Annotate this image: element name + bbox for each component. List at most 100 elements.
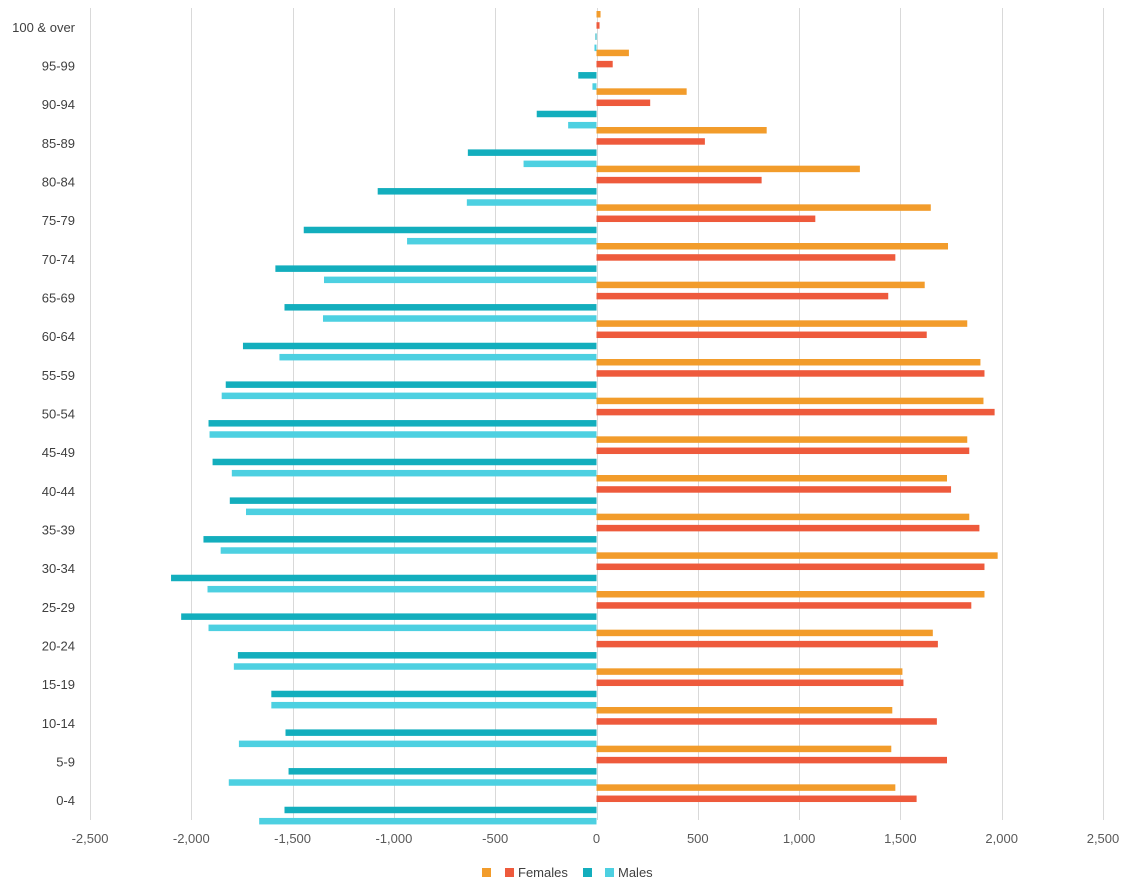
bar-series3-55-59 <box>221 392 597 400</box>
category-label: 95-99 <box>42 59 75 74</box>
bar-series1-0-4 <box>596 795 917 803</box>
category-label: 75-79 <box>42 213 75 228</box>
bar-series3-85-89 <box>523 160 597 168</box>
bar-series2-35-39 <box>203 536 597 543</box>
bar-series3-60-64 <box>279 353 597 361</box>
bar-series1-55-59 <box>596 370 985 377</box>
category-label: 55-59 <box>42 368 75 383</box>
bar-series3-30-34 <box>207 585 597 593</box>
bar-series0-85-89 <box>596 127 767 134</box>
bar-series1-75-79 <box>596 215 816 223</box>
category-label: 20-24 <box>42 639 75 654</box>
x-tick-label: -2,500 <box>72 831 109 846</box>
bar-series3-5-9 <box>228 779 597 786</box>
bar-series3-40-44 <box>246 508 597 516</box>
x-tick-label: 2,500 <box>1087 831 1120 846</box>
bar-series0-50-54 <box>596 397 984 405</box>
bar-series1-70-74 <box>596 254 896 261</box>
bar-series3-70-74 <box>324 276 597 284</box>
bar-series0-45-49 <box>596 436 968 443</box>
bar-series0-80-84 <box>596 165 860 173</box>
category-labels: 0-4 5-9 10-14 15-19 20-24 25-29 30-34 35-39 40-4… <box>12 20 76 808</box>
bar-series1-65-69 <box>596 292 889 300</box>
bar-series1-10-14 <box>596 718 937 725</box>
x-tick-label: 1,000 <box>783 831 816 846</box>
bar-series0-25-29 <box>596 591 985 598</box>
bar-series3-0-4 <box>259 817 597 825</box>
bars <box>171 11 998 825</box>
category-label: 5-9 <box>56 755 75 770</box>
bar-series2-40-44 <box>229 497 597 504</box>
bar-series0-65-69 <box>596 281 925 289</box>
bar-series0-5-9 <box>596 745 892 753</box>
bar-series0-75-79 <box>596 204 931 211</box>
bar-series1-45-49 <box>596 447 970 455</box>
category-label: 10-14 <box>42 716 75 731</box>
bar-series3-95-99 <box>592 83 597 90</box>
bar-series2-60-64 <box>242 342 597 350</box>
bar-series1-95-99 <box>596 60 613 68</box>
category-label: 85-89 <box>42 136 75 151</box>
category-label: 45-49 <box>42 445 75 460</box>
bar-series1-60-64 <box>596 331 927 339</box>
bar-series2-65-69 <box>284 304 597 311</box>
bar-series1-40-44 <box>596 486 952 493</box>
category-label: 50-54 <box>42 407 75 422</box>
legend-swatch-2 <box>583 868 592 877</box>
bar-series1-5-9 <box>596 756 947 764</box>
bar-series2-15-19 <box>271 690 597 698</box>
bar-series2-0-4 <box>284 806 597 814</box>
bar-series3-10-14 <box>238 740 597 748</box>
bar-series2-80-84 <box>377 188 597 195</box>
x-tick-label: -2,000 <box>173 831 210 846</box>
category-label: 80-84 <box>42 175 75 190</box>
bar-series2-20-24 <box>237 652 597 659</box>
x-tick-label: 1,500 <box>884 831 917 846</box>
bar-series2-5-9 <box>288 768 597 775</box>
bar-series1-50-54 <box>596 408 995 416</box>
bar-series0-100-over <box>596 11 601 18</box>
bar-series2-10-14 <box>285 729 597 736</box>
bar-series3-50-54 <box>209 431 597 438</box>
bar-series2-100-over <box>595 33 597 40</box>
bar-series1-15-19 <box>596 679 904 687</box>
bar-series2-45-49 <box>212 458 597 466</box>
bar-series0-60-64 <box>596 320 968 327</box>
category-label: 40-44 <box>42 484 75 499</box>
bar-series2-90-94 <box>536 110 597 118</box>
category-label: 25-29 <box>42 600 75 615</box>
bar-series2-85-89 <box>467 149 597 156</box>
bar-series0-20-24 <box>596 629 933 637</box>
bar-series3-45-49 <box>231 469 597 477</box>
bar-series0-90-94 <box>596 88 687 95</box>
bar-series2-95-99 <box>578 72 597 79</box>
x-tick-label: -1,000 <box>375 831 412 846</box>
legend-label-3: Males <box>618 865 653 880</box>
bar-series0-35-39 <box>596 513 970 521</box>
bar-series3-65-69 <box>322 315 597 322</box>
bar-series1-90-94 <box>596 99 651 107</box>
bar-series1-20-24 <box>596 640 938 648</box>
category-label: 30-34 <box>42 561 75 576</box>
category-label: 65-69 <box>42 291 75 306</box>
legend: Females Males <box>482 865 653 880</box>
bar-series2-30-34 <box>171 574 597 582</box>
bar-series2-55-59 <box>225 381 597 388</box>
bar-series0-40-44 <box>596 475 947 482</box>
bar-series3-90-94 <box>568 121 597 129</box>
legend-swatch-3 <box>605 868 614 877</box>
category-label: 100 & over <box>12 20 76 35</box>
bar-series0-55-59 <box>596 359 981 366</box>
bar-series0-0-4 <box>596 784 896 791</box>
bar-series3-100-over <box>594 44 597 52</box>
bar-series2-75-79 <box>303 226 597 234</box>
x-tick-label: -500 <box>482 831 508 846</box>
bar-series3-15-19 <box>271 701 597 709</box>
bar-series2-50-54 <box>208 420 597 427</box>
bar-series1-100-over <box>596 22 600 29</box>
bar-series1-30-34 <box>596 563 985 571</box>
bar-series2-70-74 <box>275 265 597 272</box>
bar-series0-10-14 <box>596 707 893 714</box>
bar-series0-15-19 <box>596 668 903 675</box>
